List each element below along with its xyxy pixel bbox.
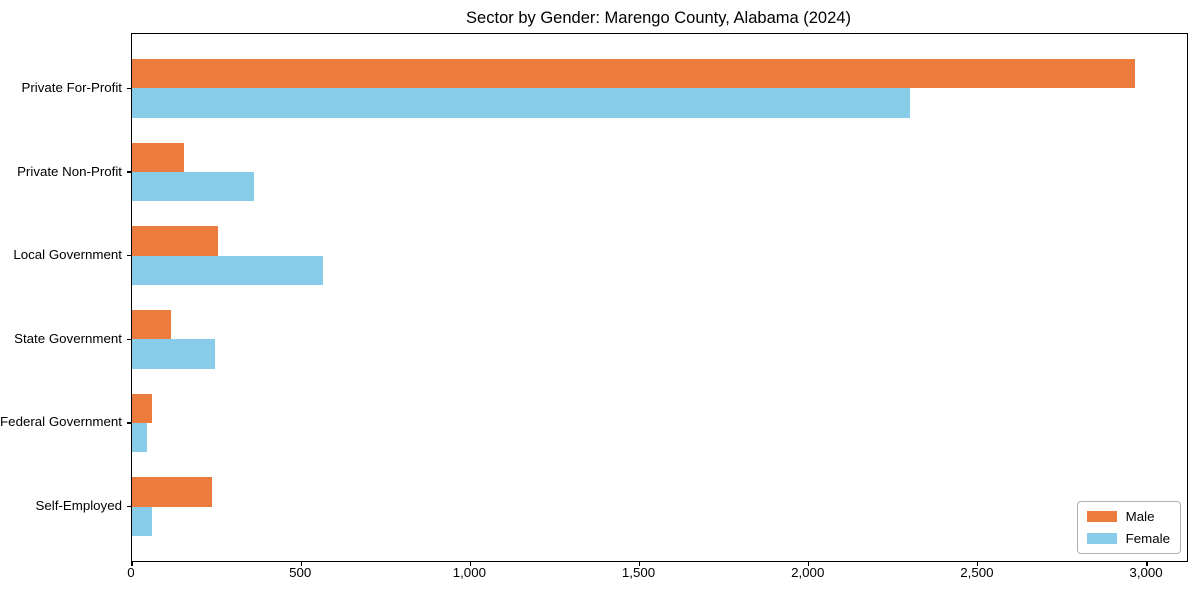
legend-label-female: Female xyxy=(1125,531,1170,546)
legend-row-male: Male xyxy=(1086,509,1170,524)
y-tick-self-employed xyxy=(127,506,131,508)
x-tick-500 xyxy=(300,562,302,566)
y-tick-state-government xyxy=(127,338,131,340)
x-label-0: 0 xyxy=(127,565,135,580)
x-label-2000: 2,000 xyxy=(791,565,825,580)
x-label-500: 500 xyxy=(289,565,312,580)
y-label-private-non-profit: Private Non-Profit xyxy=(17,163,122,179)
x-tick-2000 xyxy=(808,562,810,566)
y-label-private-for-profit: Private For-Profit xyxy=(21,79,123,95)
x-label-1000: 1,000 xyxy=(452,565,486,580)
chart-title: Sector by Gender: Marengo County, Alabam… xyxy=(466,9,851,27)
y-tick-private-for-profit xyxy=(127,87,131,89)
y-tick-local-government xyxy=(127,255,131,257)
x-tick-2500 xyxy=(977,562,979,566)
plot-area: Male Female xyxy=(127,33,1188,566)
bar-female-private-for-profit xyxy=(132,88,911,118)
bar-female-self-employed xyxy=(132,506,153,536)
bar-male-private-for-profit xyxy=(132,59,1136,89)
y-label-state-government: State Government xyxy=(14,330,122,346)
y-axis-labels: Private For-Profit Private Non-Profit Loca… xyxy=(0,33,122,560)
legend-row-female: Female xyxy=(1086,531,1170,546)
x-label-1500: 1,500 xyxy=(621,565,656,580)
bar-female-private-non-profit xyxy=(132,172,254,202)
bar-female-local-government xyxy=(132,255,324,285)
x-axis-labels: 0 500 1,000 1,500 2,000 2,500 3,000 xyxy=(127,565,1186,585)
legend: Male Female xyxy=(1076,501,1181,554)
y-tick-federal-government xyxy=(127,422,131,424)
bar-male-self-employed xyxy=(132,477,212,507)
bar-female-federal-government xyxy=(132,422,148,453)
male-color-swatch xyxy=(1086,511,1117,522)
bar-male-local-government xyxy=(132,226,219,256)
y-tick-private-non-profit xyxy=(127,171,131,173)
bar-female-state-government xyxy=(132,339,215,369)
x-label-2500: 2,500 xyxy=(960,565,994,580)
legend-label-male: Male xyxy=(1125,509,1155,524)
y-label-federal-government: Federal Government xyxy=(0,414,122,430)
x-label-3000: 3,000 xyxy=(1129,565,1163,580)
x-tick-3000 xyxy=(1146,562,1148,566)
y-label-local-government: Local Government xyxy=(13,247,122,263)
female-color-swatch xyxy=(1086,533,1117,544)
bar-male-federal-government xyxy=(132,393,153,423)
x-tick-1000 xyxy=(469,562,471,566)
bar-male-private-non-profit xyxy=(132,142,185,172)
bar-male-state-government xyxy=(132,310,171,340)
x-tick-1500 xyxy=(638,562,641,566)
x-tick-0 xyxy=(131,562,133,566)
y-label-self-employed: Self-Employed xyxy=(35,498,122,514)
